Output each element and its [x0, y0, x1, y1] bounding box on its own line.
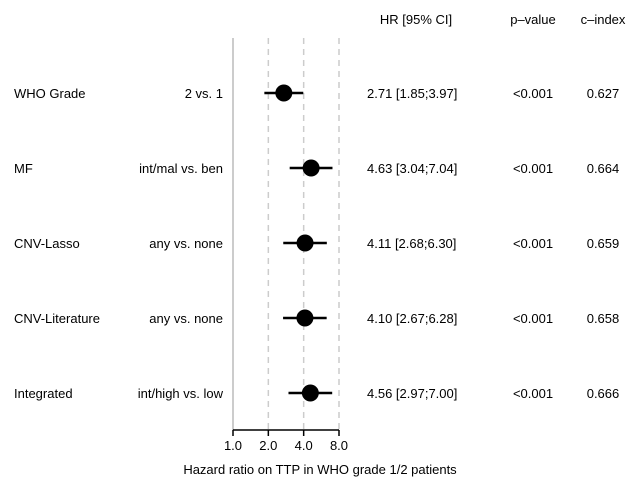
- x-tick-label: 2.0: [259, 438, 277, 453]
- x-axis-label: Hazard ratio on TTP in WHO grade 1/2 pat…: [183, 462, 457, 477]
- cindex-text: 0.659: [587, 236, 620, 251]
- pvalue-text: <0.001: [513, 236, 553, 251]
- hr-point: [302, 159, 320, 177]
- comparison-label: 2 vs. 1: [185, 86, 223, 101]
- pvalue-text: <0.001: [513, 86, 553, 101]
- cindex-text: 0.666: [587, 386, 620, 401]
- gridlines: [232, 38, 340, 430]
- hr-point: [296, 234, 314, 252]
- variable-label: CNV-Literature: [14, 311, 100, 326]
- header-cindex: c–index: [581, 12, 626, 27]
- hr-point: [296, 309, 314, 327]
- comparison-label: any vs. none: [149, 236, 223, 251]
- cindex-text: 0.627: [587, 86, 620, 101]
- comparison-label: int/high vs. low: [138, 386, 224, 401]
- x-tick-label: 4.0: [295, 438, 313, 453]
- hr-point: [301, 384, 319, 402]
- variable-label: WHO Grade: [14, 86, 86, 101]
- comparison-label: any vs. none: [149, 311, 223, 326]
- hr-ci-text: 4.10 [2.67;6.28]: [367, 311, 457, 326]
- variable-label: CNV-Lasso: [14, 236, 80, 251]
- comparison-label: int/mal vs. ben: [139, 161, 223, 176]
- variable-label: Integrated: [14, 386, 73, 401]
- hr-point: [275, 84, 293, 102]
- cindex-text: 0.658: [587, 311, 620, 326]
- pvalue-text: <0.001: [513, 161, 553, 176]
- x-tick-label: 1.0: [224, 438, 242, 453]
- header-hr: HR [95% CI]: [380, 12, 452, 27]
- x-axis: 1.0 2.0 4.0 8.0: [224, 429, 348, 453]
- cindex-text: 0.664: [587, 161, 620, 176]
- hr-ci-text: 4.11 [2.68;6.30]: [367, 236, 456, 251]
- pvalue-text: <0.001: [513, 386, 553, 401]
- pvalue-text: <0.001: [513, 311, 553, 326]
- header-pvalue: p–value: [510, 12, 556, 27]
- hr-ci-text: 4.63 [3.04;7.04]: [367, 161, 457, 176]
- variable-label: MF: [14, 161, 33, 176]
- row-labels: WHO Grade 2 vs. 1 2.71 [1.85;3.97] <0.001 0.…: [14, 86, 619, 401]
- hr-ci-text: 4.56 [2.97;7.00]: [367, 386, 457, 401]
- x-tick-label: 8.0: [330, 438, 348, 453]
- estimate-marks: [264, 84, 333, 402]
- hr-ci-text: 2.71 [1.85;3.97]: [367, 86, 457, 101]
